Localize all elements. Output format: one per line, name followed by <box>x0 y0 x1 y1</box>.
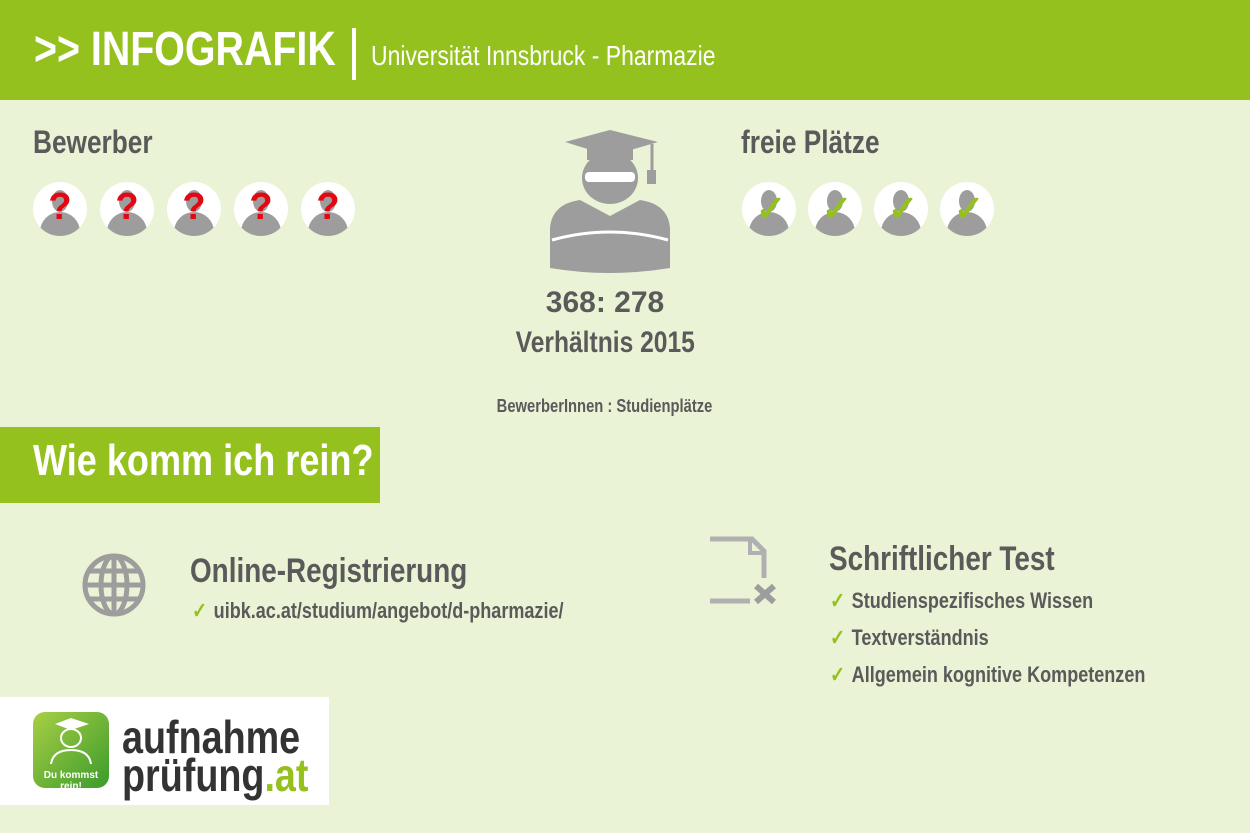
how-heading: Wie komm ich rein? <box>33 436 374 485</box>
logo-text-line2: prüfung.at <box>122 749 309 801</box>
step-online-link[interactable]: ✓ uibk.ac.at/studium/angebot/d-pharmazie/ <box>192 598 564 623</box>
checked-person-icon: ✓ <box>940 182 994 236</box>
document-x-icon <box>710 536 776 605</box>
applicants-heading: Bewerber <box>33 124 153 160</box>
header-bar <box>0 0 1250 100</box>
unknown-person-icon: ? <box>167 182 221 236</box>
unknown-person-icon: ? <box>33 182 87 236</box>
checked-person-icon: ✓ <box>742 182 796 236</box>
step-test-item: ✓ Textverständnis <box>830 625 989 650</box>
unknown-person-icon: ? <box>301 182 355 236</box>
logo-slogan: Du kommst rein! <box>43 770 99 792</box>
step-online-title: Online-Registrierung <box>190 552 468 590</box>
globe-icon <box>82 553 146 617</box>
logo-graduate-icon <box>33 712 109 788</box>
checked-person-icon: ✓ <box>874 182 928 236</box>
page-subtitle: Universität Innsbruck - Pharmazie <box>371 40 716 71</box>
check-icon: ✓ <box>830 625 846 650</box>
ratio-note: BewerberInnen : Studienplätze <box>497 396 713 416</box>
unknown-person-icon: ? <box>234 182 288 236</box>
ratio-label: Verhältnis 2015 <box>515 326 695 359</box>
places-heading: freie Plätze <box>741 124 880 160</box>
check-icon: ✓ <box>830 662 846 687</box>
step-test-item: ✓ Allgemein kognitive Kompetenzen <box>830 662 1146 687</box>
step-test-item: ✓ Studienspezifisches Wissen <box>830 588 1094 613</box>
check-icon: ✓ <box>192 598 208 623</box>
title-divider <box>352 28 356 80</box>
ratio-value: 368: 278 <box>545 286 665 319</box>
logo-text-line1: aufnahme <box>122 711 301 763</box>
check-icon: ✓ <box>830 588 846 613</box>
step-test-title: Schriftlicher Test <box>829 540 1055 578</box>
unknown-person-icon: ? <box>100 182 154 236</box>
page-title: >> INFOGRAFIK <box>34 23 336 76</box>
checked-person-icon: ✓ <box>808 182 862 236</box>
how-banner <box>0 427 380 503</box>
graduate-icon <box>550 130 670 273</box>
